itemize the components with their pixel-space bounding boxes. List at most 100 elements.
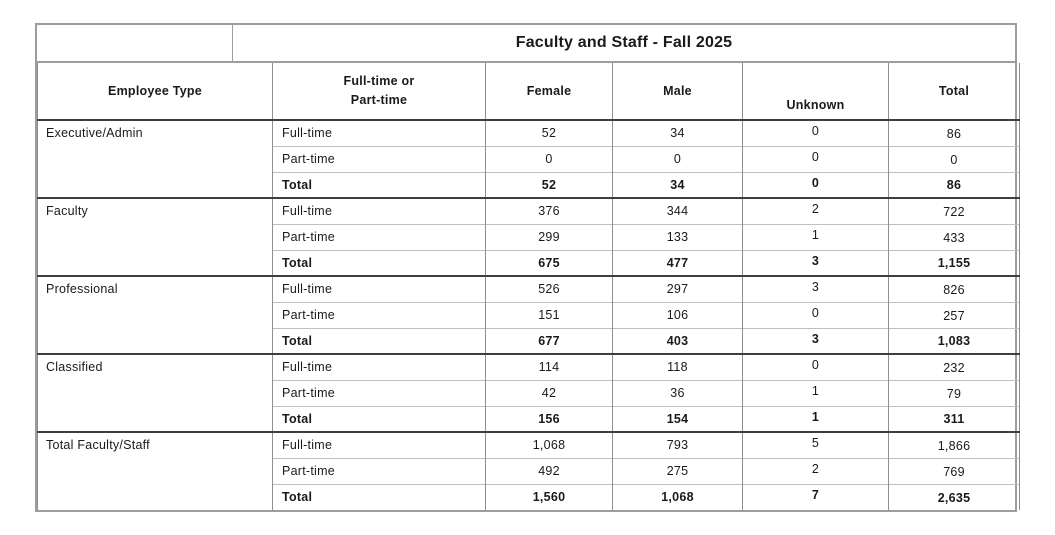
female-value-cell: 492 (485, 457, 613, 484)
table-row: Professional Full-time 526 297 3 826 (37, 275, 1020, 354)
header-female: Female (485, 63, 613, 121)
female-value-cell: 42 (485, 379, 613, 406)
row-label-cell: Total (272, 483, 486, 510)
employee-type-cell: Total Faculty/Staff (37, 431, 273, 510)
total-value-cell: 769 (888, 457, 1020, 484)
total-value-cell: 722 (888, 197, 1020, 224)
header-total: Total (888, 63, 1020, 121)
unknown-value-cell: 5 (742, 431, 889, 458)
row-label-cell: Part-time (272, 145, 486, 172)
male-value-cell: 477 (612, 249, 743, 276)
male-value-cell: 1,068 (612, 483, 743, 510)
female-value-cell: 52 (485, 119, 613, 146)
male-value-cell: 403 (612, 327, 743, 354)
table-body: Executive/Admin Full-time 52 34 0 86 Part-time… (37, 119, 1020, 510)
employee-type-cell: Professional (37, 275, 273, 354)
unknown-value-cell: 2 (742, 197, 889, 224)
header-fulltime-parttime-line2: Part-time (350, 93, 408, 107)
header-fulltime-parttime-line1: Full-time or (343, 73, 415, 88)
employee-type-cell: Classified (37, 353, 273, 432)
table-row: Total 677 403 3 1,083 (38, 327, 1020, 354)
row-label-cell: Full-time (272, 197, 486, 224)
unknown-value-cell: 3 (742, 327, 889, 354)
table-row: Classified Full-time 114 118 0 232 (37, 353, 1020, 432)
female-value-cell: 1,068 (485, 431, 613, 458)
total-value-cell: 826 (888, 275, 1020, 302)
employee-type-cell: Faculty (37, 197, 273, 276)
female-value-cell: 299 (485, 223, 613, 250)
row-label-cell: Total (272, 405, 486, 432)
table-row: Part-time 299 133 1 433 (38, 223, 1020, 250)
unknown-value-cell: 1 (742, 379, 889, 406)
total-value-cell: 311 (888, 405, 1020, 432)
female-value-cell: 675 (485, 249, 613, 276)
unknown-value-cell: 2 (742, 457, 889, 484)
row-label-cell: Part-time (272, 379, 486, 406)
table-row: Faculty Full-time 376 344 2 722 (37, 197, 1020, 276)
male-value-cell: 0 (612, 145, 743, 172)
header-employee-type: Employee Type (37, 63, 273, 121)
total-value-cell: 1,866 (888, 431, 1020, 458)
unknown-value-cell: 0 (742, 301, 889, 328)
total-value-cell: 0 (888, 145, 1020, 172)
male-value-cell: 344 (612, 197, 743, 224)
table-row: Executive/Admin Full-time 52 34 0 86 (37, 119, 1020, 198)
header-male: Male (612, 63, 743, 121)
table-row: Part-time 42 36 1 79 (38, 379, 1020, 406)
unknown-value-cell: 0 (742, 171, 889, 198)
male-value-cell: 275 (612, 457, 743, 484)
unknown-value-cell: 1 (742, 223, 889, 250)
table-row: Total Faculty/Staff Full-time 1,068 793 5 1,8… (37, 431, 1020, 510)
header-unknown: Unknown (742, 63, 889, 121)
female-value-cell: 52 (485, 171, 613, 198)
table-title: Faculty and Staff - Fall 2025 (515, 34, 733, 51)
total-value-cell: 86 (888, 171, 1020, 198)
unknown-value-cell: 3 (742, 275, 889, 302)
header-fulltime-parttime: Full-time or Part-time (272, 63, 486, 121)
unknown-value-cell: 1 (742, 405, 889, 432)
female-value-cell: 156 (485, 405, 613, 432)
row-label-cell: Total (272, 327, 486, 354)
table-row: Part-time 151 106 0 257 (38, 301, 1020, 328)
unknown-value-cell: 0 (742, 145, 889, 172)
male-value-cell: 36 (612, 379, 743, 406)
unknown-value-cell: 7 (742, 483, 889, 510)
total-value-cell: 232 (888, 353, 1020, 380)
male-value-cell: 793 (612, 431, 743, 458)
female-value-cell: 376 (485, 197, 613, 224)
table-row: Part-time 492 275 2 769 (38, 457, 1020, 484)
total-value-cell: 1,155 (888, 249, 1020, 276)
male-value-cell: 34 (612, 171, 743, 198)
total-value-cell: 79 (888, 379, 1020, 406)
unknown-value-cell: 0 (742, 353, 889, 380)
male-value-cell: 118 (612, 353, 743, 380)
row-label-cell: Full-time (272, 431, 486, 458)
table-row: Part-time 0 0 0 0 (38, 145, 1020, 172)
data-table: Employee Type Full-time or Part-time Fem… (37, 63, 1020, 510)
total-value-cell: 1,083 (888, 327, 1020, 354)
title-spacer-cell (37, 25, 233, 61)
female-value-cell: 114 (485, 353, 613, 380)
male-value-cell: 133 (612, 223, 743, 250)
total-value-cell: 86 (888, 119, 1020, 146)
unknown-value-cell: 0 (742, 119, 889, 146)
male-value-cell: 297 (612, 275, 743, 302)
table-row: Total 156 154 1 311 (38, 405, 1020, 432)
row-label-cell: Full-time (272, 119, 486, 146)
total-value-cell: 257 (888, 301, 1020, 328)
row-label-cell: Part-time (272, 301, 486, 328)
female-value-cell: 151 (485, 301, 613, 328)
female-value-cell: 1,560 (485, 483, 613, 510)
faculty-staff-table: Faculty and Staff - Fall 2025 Employee T… (35, 23, 1020, 512)
row-label-cell: Part-time (272, 223, 486, 250)
table-row: Total 675 477 3 1,155 (38, 249, 1020, 276)
male-value-cell: 34 (612, 119, 743, 146)
table-row: Total 1,560 1,068 7 2,635 (38, 483, 1020, 510)
unknown-value-cell: 3 (742, 249, 889, 276)
female-value-cell: 677 (485, 327, 613, 354)
male-value-cell: 106 (612, 301, 743, 328)
row-label-cell: Total (272, 249, 486, 276)
male-value-cell: 154 (612, 405, 743, 432)
table-row: Total 52 34 0 86 (38, 171, 1020, 198)
